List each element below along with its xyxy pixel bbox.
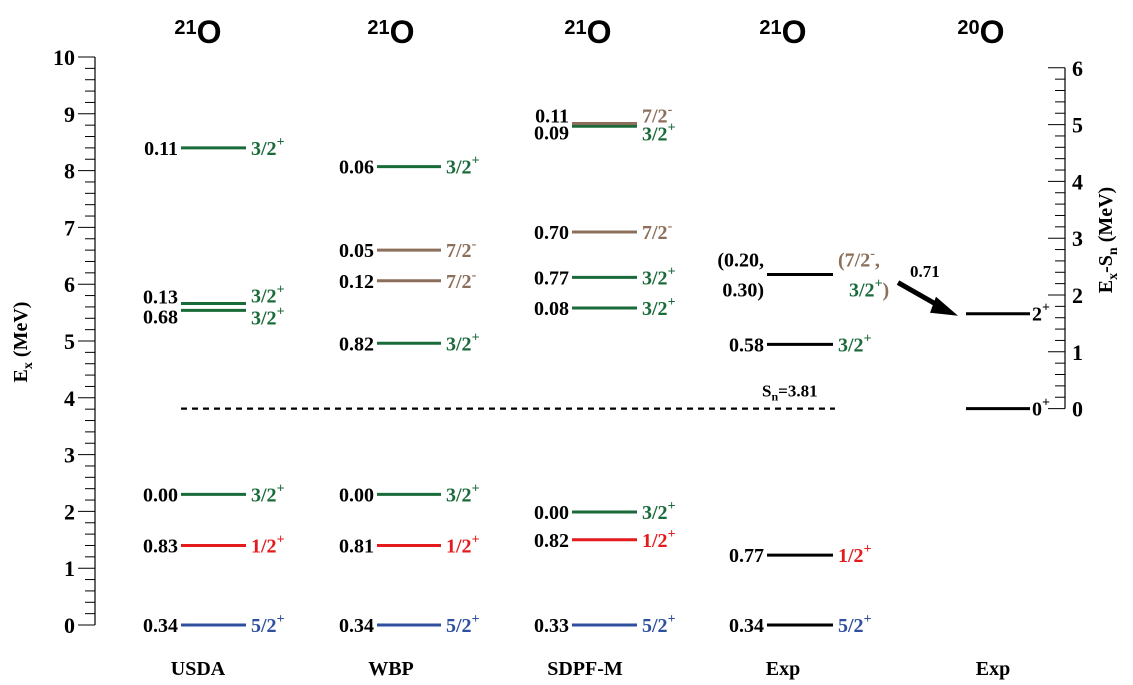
spin-parity-label: 1/2+ xyxy=(251,532,285,557)
right-tick-label: 2 xyxy=(1072,283,1083,308)
spin-parity-label: 1/2+ xyxy=(446,532,480,557)
left-axis-title: Ex (MeV) xyxy=(10,302,36,383)
column-nucleus-header: 21O xyxy=(174,14,221,50)
spin-parity-label: 3/2+ xyxy=(251,304,285,329)
spin-parity-label: 3/2+ xyxy=(642,120,676,145)
right-tick-label: 4 xyxy=(1072,169,1083,194)
spectroscopic-factor-label: 0.58 xyxy=(729,334,764,356)
spectroscopic-factor-label: 0.00 xyxy=(339,484,374,506)
left-tick-label: 9 xyxy=(64,102,75,127)
spectroscopic-factor-label: 0.08 xyxy=(534,298,569,320)
spin-parity-label: 5/2+ xyxy=(838,612,872,637)
spin-parity-label: 0+ xyxy=(1032,396,1050,421)
transition-energy-label: 0.71 xyxy=(910,262,940,281)
spectroscopic-factor-label: 0.70 xyxy=(534,222,569,244)
spectroscopic-factor-label: 0.34 xyxy=(729,615,764,637)
spectroscopic-factor-label: 0.34 xyxy=(339,615,374,637)
column-headers: 21O 21O 21O 21O 20O xyxy=(174,14,1004,50)
column-model-label: Exp xyxy=(766,658,800,680)
left-tick-label: 8 xyxy=(64,159,75,184)
spectroscopic-factor-label: 0.06 xyxy=(339,157,374,179)
spectroscopic-factor-label: 0.83 xyxy=(143,535,178,557)
spectroscopic-factor-label: 0.00 xyxy=(534,502,569,524)
column-nucleus-header: 20O xyxy=(957,14,1004,50)
column-nucleus-header: 21O xyxy=(564,14,611,50)
spectroscopic-factor-label: 0.12 xyxy=(339,271,374,293)
spectroscopic-factor-label: 0.82 xyxy=(339,333,374,355)
spin-parity-label: 3/2+ xyxy=(251,283,285,308)
spectroscopic-factor-label: 0.11 xyxy=(144,138,178,160)
left-tick-label: 10 xyxy=(53,45,75,70)
spectroscopic-factor-label: 0.34 xyxy=(143,615,178,637)
spectroscopic-factor-label: 0.77 xyxy=(534,267,569,289)
spectroscopic-factor-label: 0.82 xyxy=(534,530,569,552)
spectroscopic-factor-label: 0.05 xyxy=(339,240,374,262)
spin-parity-label: 3/2+ xyxy=(838,331,872,356)
spin-parity-label: 3/2+ xyxy=(446,154,480,179)
spin-parity-label: 3/2+ xyxy=(446,481,480,506)
spin-parity-label: 5/2+ xyxy=(251,612,285,637)
left-tick-label: 0 xyxy=(64,613,75,638)
spin-parity-label: 1/2+ xyxy=(838,542,872,567)
right-tick-label: 1 xyxy=(1072,340,1083,365)
spin-parity-label: 3/2+) xyxy=(849,277,889,302)
separation-energy-label: Sn=3.81 xyxy=(762,382,818,404)
column-model-label: SDPF-M xyxy=(547,658,623,680)
transition-arrow-head xyxy=(930,296,958,316)
spin-parity-label: 3/2+ xyxy=(642,264,676,289)
spin-parity-label: 3/2+ xyxy=(446,330,480,355)
spectroscopic-factor-label: 0.30) xyxy=(722,280,764,302)
spectroscopic-factor-label: 0.81 xyxy=(339,535,374,557)
column-model-label: Exp xyxy=(976,658,1010,680)
spin-parity-label: 3/2+ xyxy=(251,481,285,506)
levels: 0.34 5/2+ 0.83 1/2+ 0.00 3/2+ 0.68 3/2+ 0.13 3/2+… xyxy=(143,102,1050,637)
spin-parity-label: 7/2- xyxy=(446,268,477,293)
spin-parity-label: 2+ xyxy=(1032,301,1050,326)
left-tick-label: 4 xyxy=(64,386,75,411)
spin-parity-label: 7/2- xyxy=(642,102,673,127)
column-nucleus-header: 21O xyxy=(367,14,414,50)
left-tick-label: 2 xyxy=(64,499,75,524)
spectroscopic-factor-label: 0.09 xyxy=(534,122,569,144)
spectroscopic-factor-label: 0.77 xyxy=(729,545,764,567)
spin-parity-label: 1/2+ xyxy=(642,527,676,552)
column-nucleus-header: 21O xyxy=(759,14,806,50)
right-tick-label: 0 xyxy=(1072,397,1083,422)
column-model-label: WBP xyxy=(368,658,414,680)
annotations: Sn=3.81 0.71 xyxy=(181,262,958,410)
right-tick-label: 6 xyxy=(1072,56,1083,81)
spin-parity-label: 3/2+ xyxy=(642,499,676,524)
spectroscopic-factor-label: 0.68 xyxy=(143,306,178,328)
left-tick-label: 7 xyxy=(64,215,75,240)
spectroscopic-factor-label: 0.13 xyxy=(143,287,178,309)
spectroscopic-factor-label: 0.33 xyxy=(534,615,569,637)
spin-parity-label: 7/2- xyxy=(642,219,673,244)
left-tick-label: 6 xyxy=(64,272,75,297)
spin-parity-label: (7/2-, xyxy=(838,247,880,272)
spectroscopic-factor-label: (0.20, xyxy=(717,250,764,272)
spin-parity-label: 3/2+ xyxy=(251,135,285,160)
left-tick-label: 1 xyxy=(64,556,75,581)
left-tick-label: 3 xyxy=(64,443,75,468)
axes: 0 1 2 3 4 5 6 7 8 9 10 Ex (MeV) 0 1 2 3 4 5 6 Ex-Sn (MeV) xyxy=(10,45,1121,638)
left-tick-label: 5 xyxy=(64,329,75,354)
spectroscopic-factor-label: 0.11 xyxy=(535,105,569,127)
spin-parity-label: 5/2+ xyxy=(446,612,480,637)
right-axis-title: Ex-Sn (MeV) xyxy=(1095,187,1121,293)
spin-parity-label: 7/2- xyxy=(446,237,477,262)
spin-parity-label: 3/2+ xyxy=(642,295,676,320)
column-model-label: USDA xyxy=(171,658,226,680)
right-tick-label: 3 xyxy=(1072,226,1083,251)
right-tick-label: 5 xyxy=(1072,113,1083,138)
spin-parity-label: 5/2+ xyxy=(642,612,676,637)
spectroscopic-factor-label: 0.00 xyxy=(143,484,178,506)
column-labels: USDA WBP SDPF-M Exp Exp xyxy=(171,658,1010,680)
